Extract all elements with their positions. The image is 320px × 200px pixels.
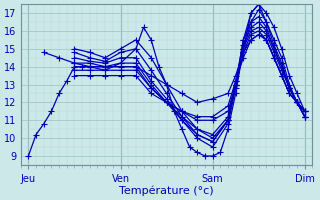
X-axis label: Température (°c): Température (°c)	[119, 185, 214, 196]
